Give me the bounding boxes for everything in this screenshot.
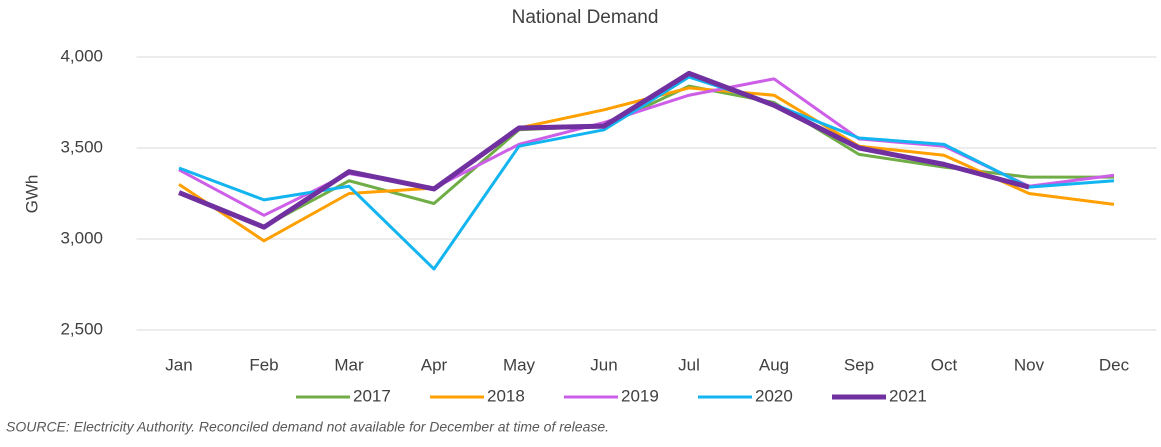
legend-label: 2021 — [889, 386, 927, 405]
x-tick-label: Oct — [931, 355, 958, 374]
x-tick-label: Dec — [1099, 355, 1130, 374]
legend-label: 2018 — [487, 386, 525, 405]
x-tick-label: Apr — [421, 355, 448, 374]
series-line — [178, 70, 1030, 230]
x-tick-label: Aug — [759, 355, 789, 374]
x-tick-label: Jun — [590, 355, 617, 374]
y-tick-label: 2,500 — [60, 319, 103, 338]
x-tick-label: Sep — [844, 355, 874, 374]
x-tick-label: Jul — [678, 355, 700, 374]
source-note: SOURCE: Electricity Authority. Reconcile… — [6, 419, 609, 435]
y-axis-label: GWh — [22, 175, 41, 214]
y-tick-label: 3,000 — [60, 228, 103, 247]
y-tick-label: 4,000 — [60, 46, 103, 65]
y-tick-label: 3,500 — [60, 137, 103, 156]
chart-title: National Demand — [512, 7, 659, 28]
series-line — [178, 86, 1115, 243]
x-tick-label: Nov — [1014, 355, 1045, 374]
series-line — [178, 75, 1115, 271]
legend-label: 2017 — [353, 386, 391, 405]
legend-label: 2020 — [755, 386, 793, 405]
legend-label: 2019 — [621, 386, 659, 405]
x-tick-label: Mar — [334, 355, 364, 374]
x-tick-label: Feb — [249, 355, 278, 374]
x-tick-label: May — [503, 355, 536, 374]
series-line — [178, 84, 1114, 228]
x-tick-label: Jan — [165, 355, 192, 374]
